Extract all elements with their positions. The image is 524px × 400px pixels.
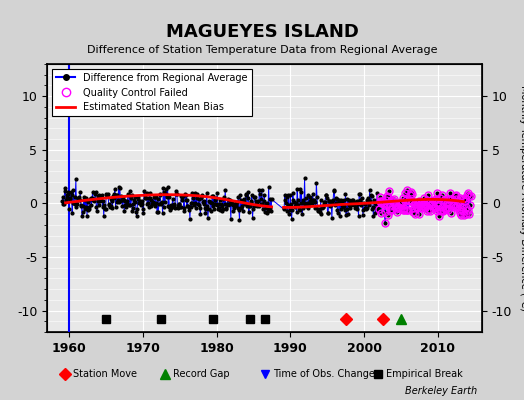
Text: Time of Obs. Change: Time of Obs. Change <box>274 369 375 379</box>
Legend: Difference from Regional Average, Quality Control Failed, Estimated Station Mean: Difference from Regional Average, Qualit… <box>52 69 252 116</box>
Text: Berkeley Earth: Berkeley Earth <box>405 386 477 396</box>
Text: Difference of Station Temperature Data from Regional Average: Difference of Station Temperature Data f… <box>87 45 437 55</box>
Text: MAGUEYES ISLAND: MAGUEYES ISLAND <box>166 23 358 41</box>
Y-axis label: Monthly Temperature Anomaly Difference (°C): Monthly Temperature Anomaly Difference (… <box>519 85 524 311</box>
Text: Record Gap: Record Gap <box>173 369 230 379</box>
Text: Empirical Break: Empirical Break <box>386 369 463 379</box>
Text: Station Move: Station Move <box>73 369 137 379</box>
